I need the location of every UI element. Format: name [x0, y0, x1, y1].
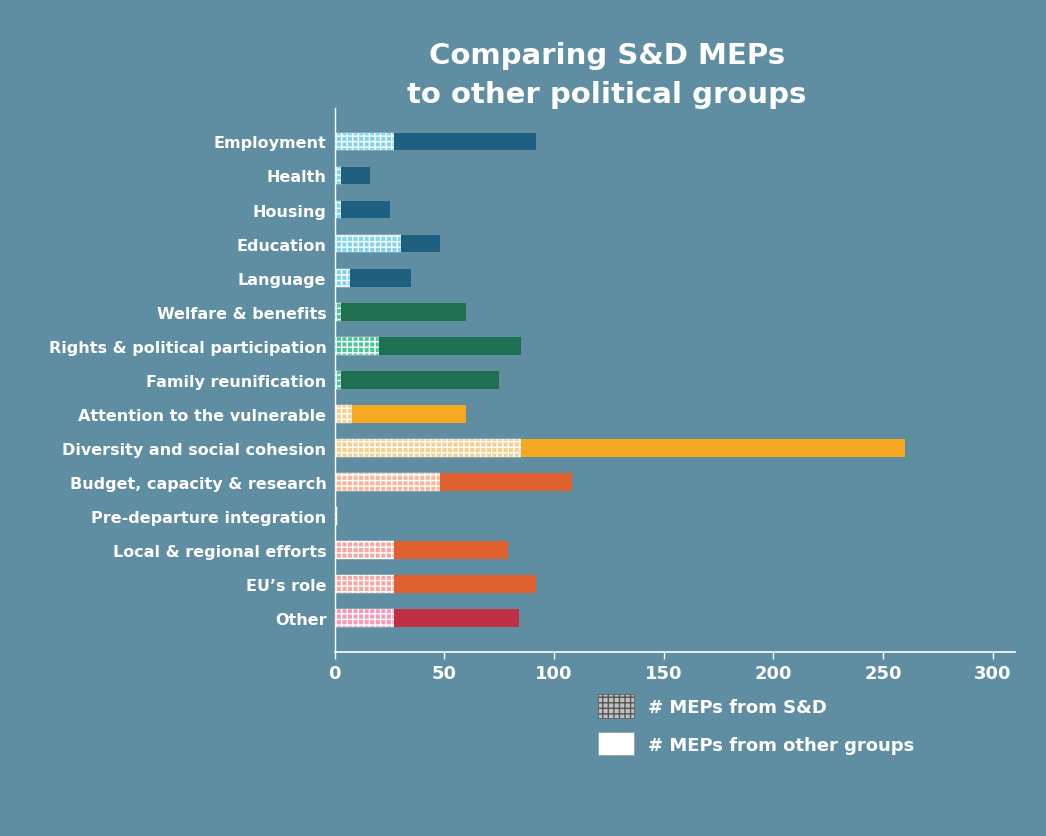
Bar: [341, 167, 370, 185]
Bar: [335, 440, 521, 457]
Bar: [335, 609, 394, 627]
Bar: [335, 167, 341, 185]
Bar: [521, 440, 905, 457]
Bar: [335, 201, 341, 219]
Bar: [335, 236, 401, 253]
Bar: [341, 303, 467, 321]
Bar: [335, 576, 394, 594]
Text: Comparing S&D MEPs
to other political groups: Comparing S&D MEPs to other political gr…: [407, 42, 806, 109]
Bar: [394, 542, 508, 559]
Bar: [350, 269, 411, 287]
Bar: [379, 338, 521, 355]
Bar: [341, 371, 499, 390]
Bar: [335, 303, 341, 321]
Bar: [335, 338, 379, 355]
Bar: [335, 474, 440, 492]
Legend: # MEPs from S&D, # MEPs from other groups: # MEPs from S&D, # MEPs from other group…: [591, 687, 922, 762]
Bar: [394, 609, 519, 627]
Bar: [335, 542, 394, 559]
Bar: [394, 576, 537, 594]
Bar: [335, 405, 353, 423]
Bar: [440, 474, 571, 492]
Bar: [335, 507, 337, 525]
Bar: [341, 201, 389, 219]
Bar: [401, 236, 440, 253]
Bar: [353, 405, 467, 423]
Bar: [335, 134, 394, 151]
Bar: [394, 134, 537, 151]
Bar: [335, 269, 350, 287]
Bar: [335, 371, 341, 390]
